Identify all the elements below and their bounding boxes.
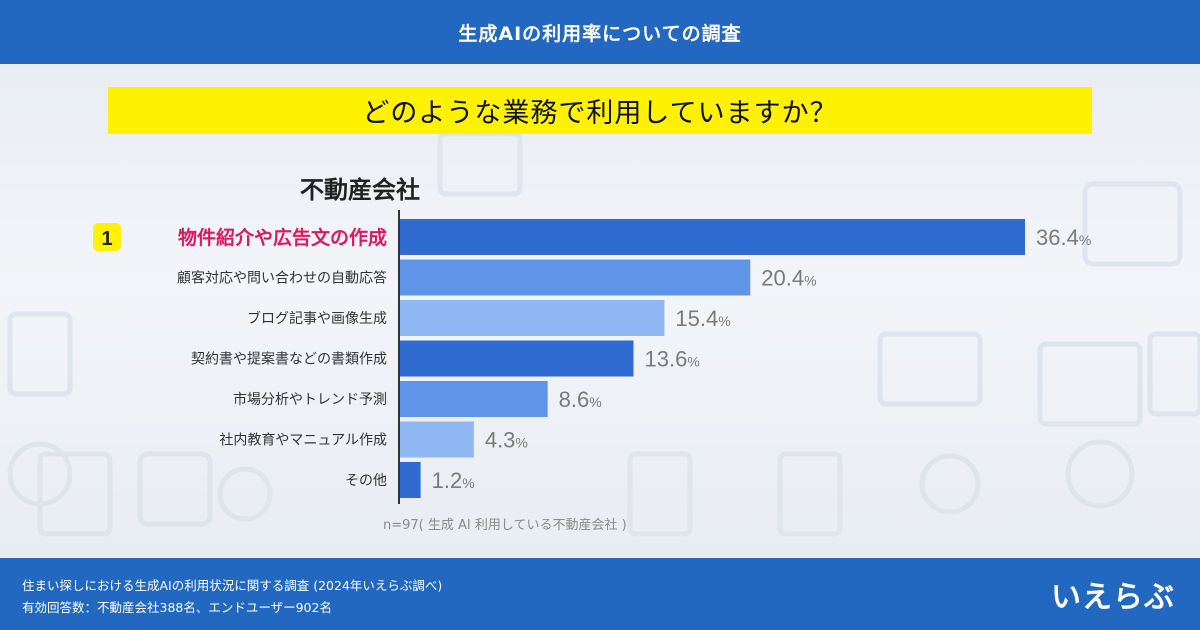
header-title: 生成AIの利用率についての調査 <box>458 22 742 45</box>
logo-text: いえらぶ <box>1051 580 1175 615</box>
category-label: 物件紹介や広告文の作成 <box>178 226 387 249</box>
bar <box>400 300 665 336</box>
category-label: 社内教育やマニュアル作成 <box>219 433 387 449</box>
category-label: その他 <box>345 473 387 489</box>
category-label: 市場分析やトレンド予測 <box>233 391 387 408</box>
header-bar: 生成AIの利用率についての調査 <box>0 0 1200 64</box>
category-label: 契約書や提案書などの書類作成 <box>191 351 387 368</box>
data-label: 8.6% <box>559 387 602 412</box>
rank-badge <box>93 223 121 251</box>
category-label: 顧客対応や問い合わせの自動応答 <box>177 270 387 287</box>
data-label: 20.4% <box>761 266 816 291</box>
chart-title: 不動産会社 <box>300 176 420 204</box>
category-label: ブログ記事や画像生成 <box>247 310 387 327</box>
bar <box>400 421 474 458</box>
question-banner: どのような業務で利用していますか？ <box>108 87 1092 134</box>
footer-bar: 住まい探しにおける生成AIの利用状況に関する調査 (2024年いえらぶ調べ) 有… <box>0 558 1200 630</box>
sample-note: n=97( 生成 AI 利用している不動産会社 ) <box>383 517 627 533</box>
bar <box>400 259 751 296</box>
bar <box>400 340 634 377</box>
footer-source-text: 住まい探しにおける生成AIの利用状況に関する調査 (2024年いえらぶ調べ) <box>22 578 443 593</box>
background-decoration <box>7 131 1200 537</box>
ierabu-logo: いえらぶ <box>1048 572 1178 616</box>
data-label: 4.3% <box>485 428 528 453</box>
question-text: どのような業務で利用していますか？ <box>362 98 838 129</box>
data-label: 1.2% <box>432 468 475 493</box>
data-label: 13.6% <box>645 347 700 372</box>
data-label: 15.4% <box>675 306 730 331</box>
bar <box>400 462 421 498</box>
rank-badge-number: 1 <box>101 228 112 250</box>
bar <box>400 219 1025 255</box>
data-label: 36.4% <box>1036 225 1091 250</box>
bar-chart: 36.4% 物件紹介や広告文の作成 1 20.4% 顧客対応や問い合わせの自動応答 15.… <box>93 210 1091 533</box>
footer-respondents-text: 有効回答数：不動産会社388名、エンドユーザー902名 <box>22 600 332 615</box>
bar <box>400 381 548 417</box>
